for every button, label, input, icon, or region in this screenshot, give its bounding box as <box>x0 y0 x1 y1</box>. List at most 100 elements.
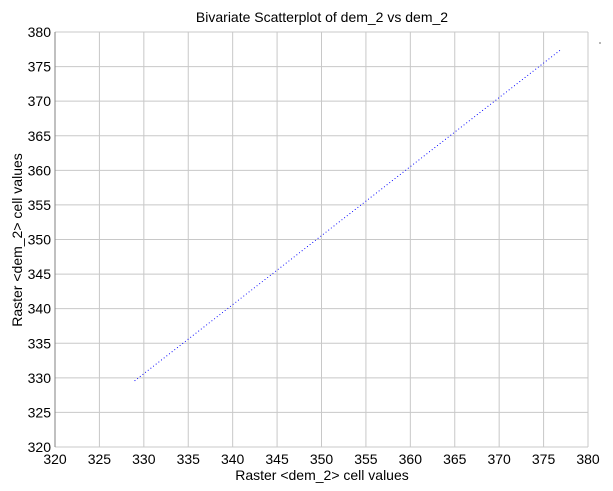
data-point <box>168 353 171 355</box>
data-point <box>322 233 324 235</box>
data-point <box>413 163 415 165</box>
data-point <box>145 371 147 373</box>
data-point <box>200 328 202 330</box>
data-point <box>482 109 484 112</box>
x-tick-label: 365 <box>443 451 467 467</box>
x-tick-label: 375 <box>532 451 556 467</box>
data-point <box>240 297 242 299</box>
data-point <box>458 128 460 130</box>
y-tick-label: 380 <box>28 24 52 40</box>
x-tick-label: 360 <box>399 451 423 467</box>
data-point <box>176 347 178 349</box>
data-point <box>267 276 269 279</box>
data-point <box>301 250 303 252</box>
data-point <box>179 344 181 347</box>
data-point <box>529 72 531 74</box>
data-point <box>288 260 290 262</box>
data-point <box>150 367 152 369</box>
data-point <box>174 349 176 351</box>
data-point <box>497 97 500 99</box>
data-point <box>421 157 423 159</box>
data-point <box>492 101 494 103</box>
data-point <box>243 295 245 297</box>
data-point <box>269 274 271 276</box>
y-tick-label: 330 <box>28 370 52 386</box>
data-point <box>359 204 362 206</box>
data-point <box>264 279 266 281</box>
data-point <box>548 58 550 60</box>
data-point <box>261 281 263 283</box>
x-tick-labels: 320 325 330 335 340 345 350 355 360 365 370 375 380 <box>43 451 600 467</box>
data-point <box>336 223 338 225</box>
data-point <box>442 140 444 142</box>
data-point <box>450 134 452 136</box>
chart-title: Bivariate Scatterplot of dem_2 vs dem_2 <box>196 9 448 25</box>
y-tick-label: 360 <box>28 162 52 178</box>
data-point <box>232 303 234 305</box>
x-tick-label: 355 <box>354 451 378 467</box>
data-point <box>283 264 285 266</box>
y-tick-label: 335 <box>28 335 52 351</box>
data-point <box>349 213 351 215</box>
data-point <box>190 336 192 338</box>
x-tick-label: 330 <box>132 451 156 467</box>
data-point <box>527 74 529 76</box>
data-point <box>362 202 364 204</box>
y-tick-label: 365 <box>28 128 52 144</box>
y-tick-label: 345 <box>28 266 52 282</box>
y-tick-label: 375 <box>28 59 52 75</box>
data-point <box>293 256 295 258</box>
x-tick-label: 370 <box>487 451 511 467</box>
y-tick-label: 370 <box>28 93 52 109</box>
data-point <box>155 363 157 365</box>
data-point <box>474 116 476 118</box>
data-point <box>134 380 136 382</box>
data-point <box>304 248 306 250</box>
data-point <box>476 114 478 116</box>
data-point <box>452 132 454 134</box>
data-point <box>405 169 407 171</box>
data-point <box>503 93 505 95</box>
data-point <box>524 76 526 79</box>
data-point <box>532 70 534 72</box>
data-point <box>314 239 316 241</box>
data-point <box>256 285 258 287</box>
data-point <box>540 64 542 66</box>
data-point <box>251 289 253 291</box>
y-tick-label: 320 <box>28 439 52 455</box>
data-point <box>399 173 401 175</box>
data-point <box>381 188 383 190</box>
data-point <box>553 54 555 56</box>
x-tick-label: 320 <box>43 451 67 467</box>
data-point <box>471 118 473 120</box>
data-point <box>290 258 293 260</box>
data-points <box>134 50 561 382</box>
data-point <box>428 151 431 153</box>
data-point <box>468 120 470 122</box>
data-point <box>375 192 378 194</box>
data-point <box>484 107 486 109</box>
y-axis-label: Raster <dem_2> cell values <box>9 153 25 327</box>
data-point <box>229 305 232 307</box>
data-point <box>407 167 409 169</box>
data-point <box>466 122 468 124</box>
data-point <box>487 105 489 107</box>
x-tick-label: 350 <box>310 451 334 467</box>
x-tick-label: 340 <box>221 451 245 467</box>
data-point <box>325 231 327 233</box>
data-point <box>219 314 221 316</box>
stray-point <box>599 42 601 44</box>
data-point <box>330 227 332 229</box>
data-point <box>275 270 277 272</box>
data-point <box>521 78 523 81</box>
x-tick-label: 345 <box>265 451 289 467</box>
data-point <box>203 326 205 328</box>
data-point <box>166 355 168 357</box>
data-point <box>500 95 502 97</box>
data-point <box>298 252 301 254</box>
data-point <box>346 215 348 217</box>
data-point <box>439 142 441 145</box>
data-point <box>259 283 261 285</box>
data-point <box>237 299 240 301</box>
x-tick-label: 325 <box>88 451 112 467</box>
